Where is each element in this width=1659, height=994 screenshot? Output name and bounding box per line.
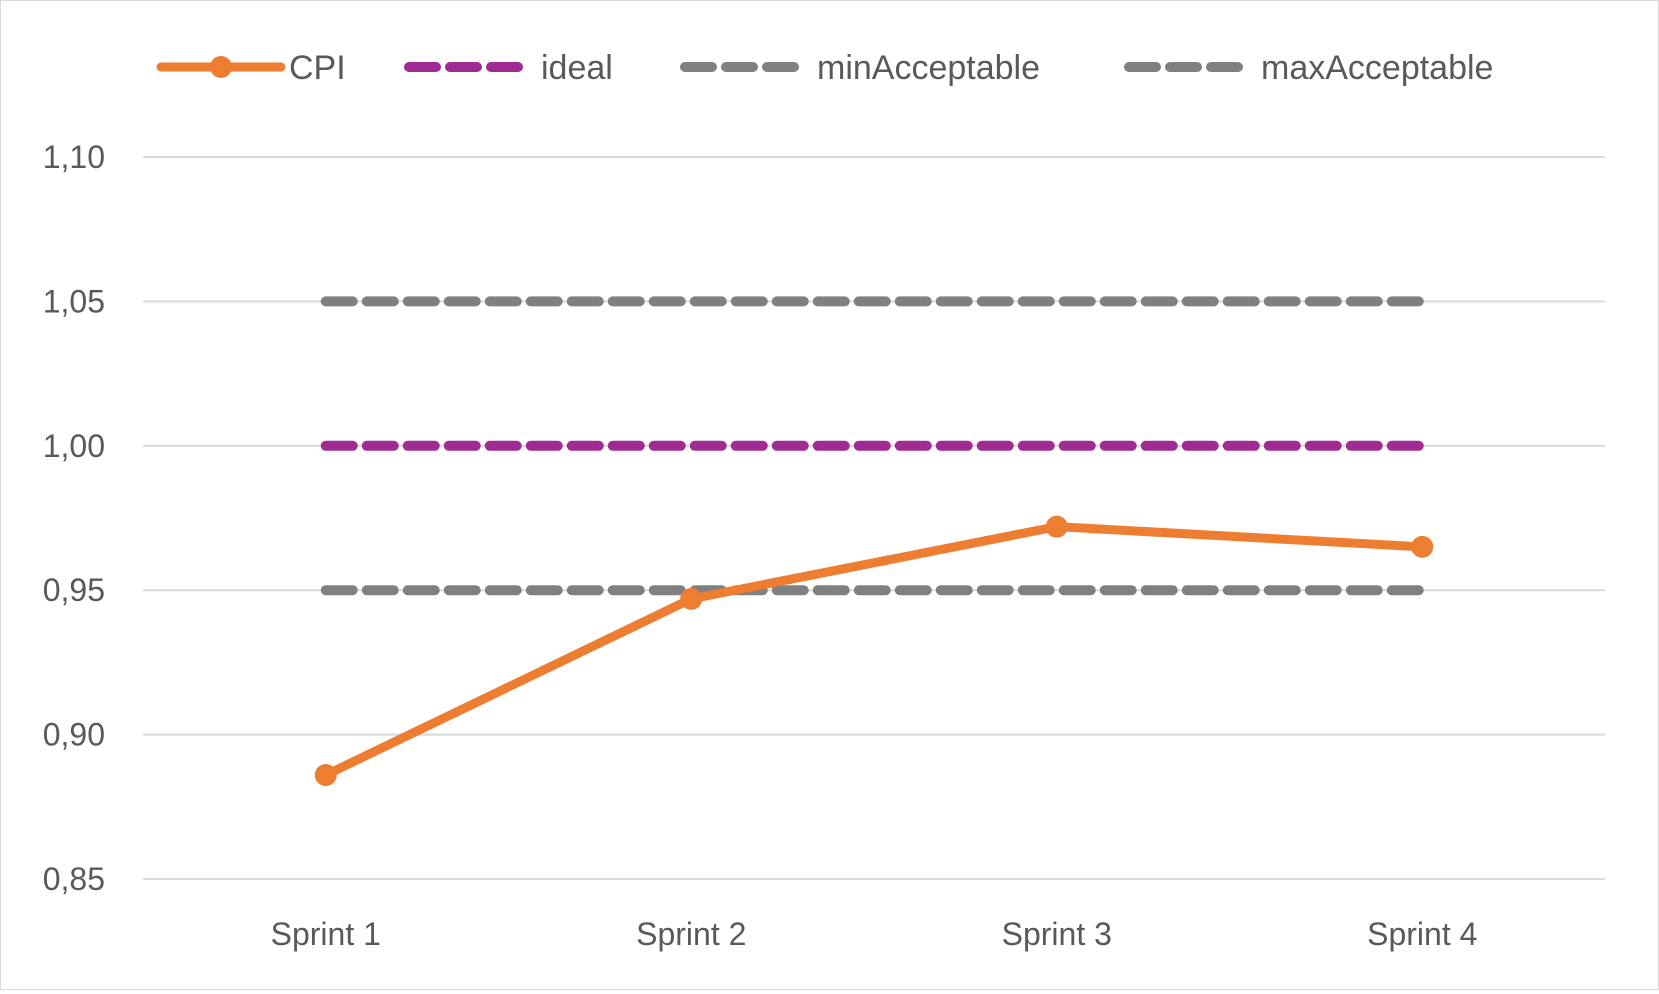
legend-item-min-acceptable: minAcceptable: [680, 49, 1040, 87]
series-line--c-p-i: [321, 522, 1427, 780]
gridlines: [143, 156, 1605, 880]
x-axis-ticks: Sprint 1 Sprint 2 Sprint 3 Sprint 4: [271, 916, 1478, 952]
legend: CPI ideal minAcceptable maxAcceptable: [156, 49, 1493, 87]
y-tick-label: 1,00: [43, 428, 105, 464]
legend-item--c-p-i: CPI: [156, 49, 346, 87]
x-tick-label: Sprint 1: [271, 916, 381, 952]
data-point--c-p-i: [1411, 535, 1434, 558]
series-group: [314, 296, 1434, 787]
y-tick-label: 1,05: [43, 283, 105, 319]
legend-label: minAcceptable: [817, 49, 1040, 87]
legend-marker: [210, 56, 232, 78]
data-point--c-p-i: [1045, 515, 1068, 538]
legend-label: maxAcceptable: [1261, 49, 1493, 87]
y-tick-label: 0,95: [43, 572, 105, 608]
legend-label: ideal: [541, 49, 613, 87]
legend-item-ideal: ideal: [404, 49, 613, 87]
data-point--c-p-i: [314, 764, 337, 787]
x-tick-label: Sprint 3: [1002, 916, 1112, 952]
data-point--c-p-i: [680, 587, 703, 610]
y-tick-label: 0,85: [43, 861, 105, 897]
legend-label: CPI: [289, 49, 346, 87]
y-axis-ticks: 0,85 0,90 0,95 1,00 1,05 1,10: [43, 139, 105, 897]
y-tick-label: 0,90: [43, 717, 105, 753]
x-tick-label: Sprint 2: [636, 916, 746, 952]
legend-item-max-acceptable: maxAcceptable: [1124, 49, 1493, 87]
y-tick-label: 1,10: [43, 139, 105, 175]
x-tick-label: Sprint 4: [1367, 916, 1477, 952]
